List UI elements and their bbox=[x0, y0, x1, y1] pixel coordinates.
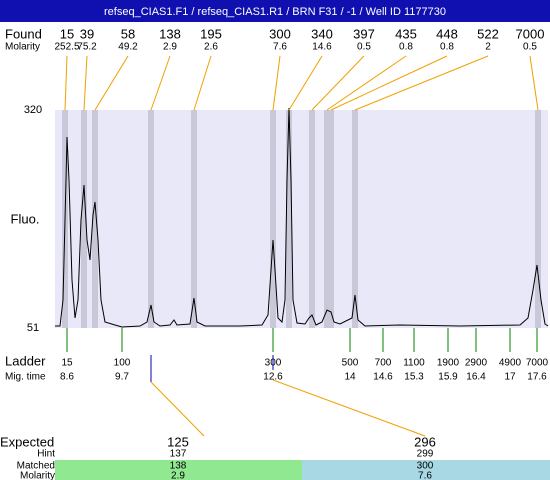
connector bbox=[326, 55, 407, 111]
plot-area bbox=[55, 110, 548, 328]
found-size: 300 bbox=[269, 26, 291, 41]
expected-label: Hint bbox=[37, 449, 55, 460]
ladder-time: 15.3 bbox=[404, 372, 424, 383]
connector bbox=[150, 55, 171, 111]
ladder-time: 9.7 bbox=[115, 372, 129, 383]
peak-band bbox=[92, 110, 98, 328]
found-size: 138 bbox=[159, 26, 181, 41]
expected-value: 300 bbox=[417, 461, 434, 472]
ladder-size: 1900 bbox=[437, 358, 460, 369]
axis-top: 320 bbox=[24, 104, 42, 116]
found-size: 39 bbox=[80, 26, 94, 41]
trace bbox=[55, 107, 549, 328]
connector bbox=[354, 55, 489, 111]
connector bbox=[64, 55, 68, 111]
peak-band bbox=[286, 110, 292, 328]
found-size: 397 bbox=[353, 26, 375, 41]
connector bbox=[193, 55, 212, 111]
expected-value: 137 bbox=[170, 449, 187, 460]
ladder-size: 500 bbox=[342, 358, 359, 369]
ladder-size: 7000 bbox=[526, 358, 549, 369]
ladder-label: Ladder bbox=[5, 353, 46, 368]
axis-label: Fluo. bbox=[11, 211, 40, 226]
expected-label: Matched bbox=[17, 461, 55, 472]
found-molarity: 2 bbox=[485, 42, 491, 53]
found-label: Found bbox=[5, 26, 42, 41]
peak-band bbox=[352, 110, 358, 328]
title-bar bbox=[0, 0, 550, 22]
found-size: 435 bbox=[395, 26, 417, 41]
found-molarity: 2.6 bbox=[204, 42, 218, 53]
connector bbox=[272, 55, 281, 111]
ladder-size: 4900 bbox=[499, 358, 522, 369]
ladder-size: 700 bbox=[375, 358, 392, 369]
connector bbox=[288, 55, 323, 111]
connector bbox=[83, 55, 88, 111]
found-molarity: 0.8 bbox=[399, 42, 413, 53]
found-size: 58 bbox=[121, 26, 135, 41]
ladder-time: 17 bbox=[504, 372, 516, 383]
ladder-time: 8.6 bbox=[60, 372, 74, 383]
peak-band bbox=[535, 110, 541, 328]
matched-cell bbox=[55, 460, 302, 480]
molarity-label: Molarity bbox=[5, 42, 40, 53]
expected-value: 2.9 bbox=[171, 471, 185, 480]
found-size: 522 bbox=[477, 26, 499, 41]
ladder-time: 14.6 bbox=[373, 372, 393, 383]
peak-band bbox=[191, 110, 197, 328]
found-size: 448 bbox=[436, 26, 458, 41]
ladder-size: 15 bbox=[61, 358, 73, 369]
ladder-size: 1100 bbox=[403, 358, 425, 369]
expected-value: 7.6 bbox=[418, 471, 432, 480]
found-molarity: 0.8 bbox=[440, 42, 454, 53]
found-size: 195 bbox=[200, 26, 222, 41]
expected-label: Expected bbox=[0, 434, 54, 449]
expected-value: 138 bbox=[170, 461, 187, 472]
connector bbox=[311, 55, 365, 111]
ladder-time: 15.9 bbox=[438, 372, 458, 383]
found-molarity: 75.2 bbox=[77, 42, 97, 53]
found-molarity: 2.9 bbox=[163, 42, 177, 53]
time-label: Mig. time bbox=[5, 372, 46, 383]
found-size: 15 bbox=[60, 26, 74, 41]
expected-value: 296 bbox=[414, 434, 436, 449]
peak-band bbox=[148, 110, 154, 328]
connector bbox=[330, 55, 448, 111]
connector bbox=[94, 55, 129, 111]
found-molarity: 14.6 bbox=[312, 42, 332, 53]
found-size: 7000 bbox=[516, 26, 545, 41]
ladder-time: 12.6 bbox=[263, 372, 283, 383]
found-molarity: 0.5 bbox=[523, 42, 537, 53]
ladder-time: 16.4 bbox=[466, 372, 486, 383]
connector bbox=[272, 379, 426, 437]
ladder-time: 14 bbox=[344, 372, 356, 383]
expected-value: 299 bbox=[417, 449, 434, 460]
found-molarity: 0.5 bbox=[357, 42, 371, 53]
peak-band bbox=[270, 110, 276, 328]
found-molarity: 7.6 bbox=[273, 42, 287, 53]
found-molarity: 252.5 bbox=[54, 42, 79, 53]
expected-value: 125 bbox=[167, 434, 189, 449]
peak-band bbox=[309, 110, 315, 328]
matched-cell bbox=[302, 460, 550, 480]
found-molarity: 49.2 bbox=[118, 42, 138, 53]
ladder-size: 100 bbox=[114, 358, 131, 369]
ladder-time: 17.6 bbox=[527, 372, 547, 383]
peak-band bbox=[81, 110, 87, 328]
title: refseq_CIAS1.F1 / refseq_CIAS1.R1 / BRN … bbox=[104, 6, 446, 18]
found-size: 340 bbox=[311, 26, 333, 41]
ladder-size: 300 bbox=[265, 358, 282, 369]
connector bbox=[150, 381, 205, 437]
ladder-size: 2900 bbox=[465, 358, 488, 369]
expected-label: Molarity bbox=[20, 471, 55, 480]
peak-band bbox=[324, 110, 330, 328]
axis-bottom: 51 bbox=[27, 322, 39, 334]
connector bbox=[529, 55, 539, 111]
peak-band bbox=[328, 110, 334, 328]
